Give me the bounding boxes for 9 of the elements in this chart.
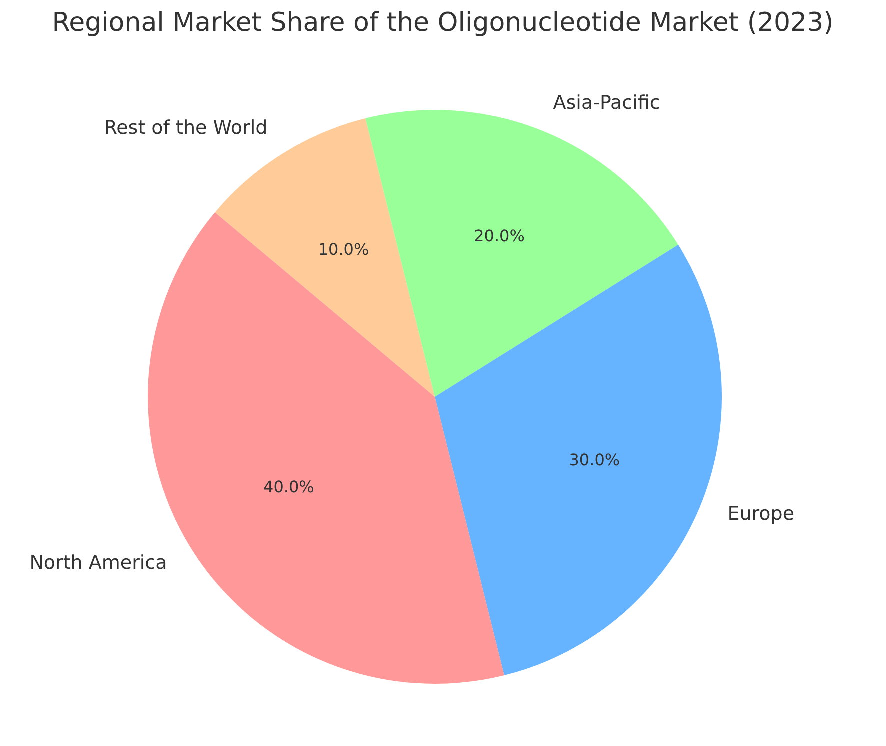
chart-title: Regional Market Share of the Oligonucleotide Market (2023) — [51, 8, 835, 38]
data-label: 40.0% — [264, 477, 314, 496]
data-label: 10.0% — [318, 240, 370, 260]
slice-label: Europe — [728, 503, 795, 526]
slice-label: Asia-Pacific — [553, 92, 660, 114]
data-label: 30.0% — [569, 450, 620, 470]
slice-label: Rest of the World — [104, 117, 268, 140]
slice-label: North America — [30, 552, 168, 574]
data-label: 20.0% — [474, 226, 525, 246]
